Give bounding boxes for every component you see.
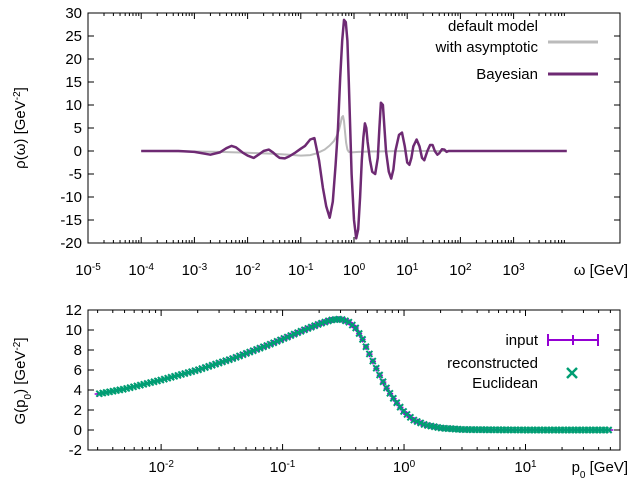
euclidean-correlator-chart: 12 10 8 6 4 2 0 -2 10-2 10-1 100 101 G(p0) [GeV-2]…	[12, 302, 629, 481]
bottom-y-tick-label: 12	[65, 302, 82, 319]
bottom-y-axis-label: G(p0) [GeV-2]	[12, 337, 34, 424]
bottom-x-tick-label: 10-1	[270, 459, 296, 477]
bottom-y-tick-label: 8	[74, 342, 82, 359]
bottom-x-tick-label: 10-2	[148, 459, 174, 477]
top-x-axis-label: ω [GeV]	[574, 262, 628, 279]
top-y-tick-label: 20	[65, 51, 82, 68]
top-y-tick-label: -10	[60, 189, 82, 206]
reconstructed-point	[386, 389, 394, 398]
top-y-tick-label: -15	[60, 212, 82, 229]
bottom-legend: input reconstructed Euclidean	[447, 332, 599, 392]
bottom-series	[94, 315, 614, 434]
top-x-tick-label: 102	[449, 262, 472, 280]
bottom-x-tick-label: 101	[514, 459, 537, 477]
top-x-tick-label: 103	[502, 262, 525, 280]
bottom-y-tick-label: 0	[74, 422, 82, 439]
legend-input: input	[505, 332, 538, 349]
top-x-tick-label: 10-3	[182, 262, 208, 280]
top-y-tick-label: 15	[65, 74, 82, 91]
top-x-tick-label: 10-4	[128, 262, 154, 280]
legend-default-model-line2: with asymptotic	[434, 39, 538, 56]
reconstructed-point	[352, 324, 360, 332]
reconstructed-point	[604, 426, 613, 434]
top-y-tick-label: 5	[74, 120, 82, 137]
reconstructed-point	[372, 364, 380, 372]
legend-default-model-line1: default model	[448, 18, 538, 35]
bottom-y-tick-label: -2	[69, 442, 82, 459]
bottom-y-ticks: 12 10 8 6 4 2 0 -2	[65, 302, 620, 459]
legend-input-swatch	[547, 334, 599, 346]
reconstructed-point	[365, 350, 374, 358]
bottom-plot-frame	[87, 309, 621, 451]
reconstructed-point	[382, 384, 391, 392]
bottom-y-tick-label: 6	[74, 362, 82, 379]
spectral-function-chart: 30 25 20 15 10 5 0 -5 -10 -15 -20 10-5 10-4 10-3 10-2…	[12, 5, 629, 279]
top-series	[141, 18, 567, 240]
top-x-tick-label: 100	[343, 262, 366, 280]
reconstructed-point	[362, 343, 370, 351]
legend-reconstructed-line2: Euclidean	[472, 375, 538, 392]
bottom-y-tick-label: 2	[74, 402, 82, 419]
legend-reconstructed-swatch	[566, 367, 578, 379]
bottom-x-ticks: 10-2 10-1 100 101	[97, 310, 621, 477]
top-x-ticks: 10-5 10-4 10-3 10-2 10-1 100 101 102 103	[75, 13, 565, 280]
top-y-tick-label: -5	[69, 166, 82, 183]
top-y-ticks: 30 25 20 15 10 5 0 -5 -10 -15 -20	[60, 5, 620, 252]
top-x-tick-label: 10-2	[235, 262, 261, 280]
top-y-tick-label: 30	[65, 5, 82, 22]
top-y-axis-label: ρ(ω) [GeV-2]	[12, 87, 30, 169]
legend-reconstructed-line1: reconstructed	[447, 355, 538, 372]
bottom-x-axis-label: p0 [GeV]	[572, 459, 628, 481]
top-y-tick-label: 25	[65, 28, 82, 45]
top-y-tick-label: 0	[74, 143, 82, 160]
legend-bayesian: Bayesian	[476, 66, 538, 83]
bottom-y-tick-label: 4	[74, 382, 82, 399]
bottom-y-tick-label: 10	[65, 322, 82, 339]
reconstructed-point	[369, 357, 377, 365]
top-y-tick-label: -20	[60, 235, 82, 252]
top-x-tick-label: 10-5	[75, 262, 101, 280]
reconstructed-point	[379, 378, 387, 386]
reconstructed-point	[358, 335, 367, 344]
reconstructed-point	[355, 329, 363, 338]
top-y-tick-label: 10	[65, 97, 82, 114]
top-x-tick-label: 101	[396, 262, 419, 280]
bottom-x-tick-label: 100	[393, 459, 416, 477]
bayesian-line	[141, 18, 567, 240]
reconstructed-point	[375, 371, 384, 379]
default-model-line	[141, 115, 514, 157]
top-legend: default model with asymptotic Bayesian	[434, 18, 598, 83]
top-x-tick-label: 10-1	[288, 262, 314, 280]
